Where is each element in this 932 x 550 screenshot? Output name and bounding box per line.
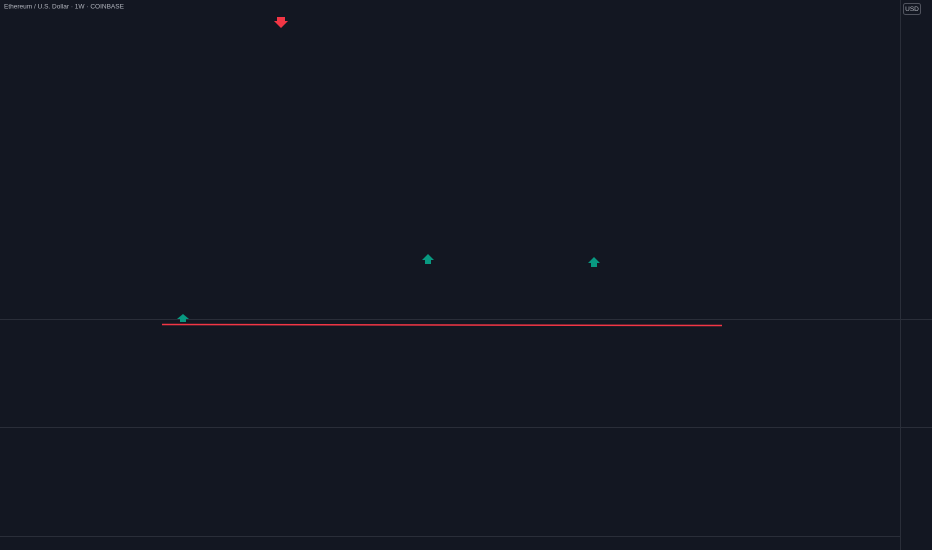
sell-arrow	[274, 17, 288, 28]
currency-label[interactable]: USD	[905, 6, 919, 13]
trend-line	[161, 323, 723, 327]
symbol-title: Ethereum / U.S. Dollar · 1W · COINBASE	[4, 4, 125, 11]
buy-arrow	[422, 254, 434, 264]
buy-arrow	[177, 314, 189, 322]
currency-box[interactable]	[903, 3, 921, 15]
buy-arrow	[588, 257, 600, 267]
